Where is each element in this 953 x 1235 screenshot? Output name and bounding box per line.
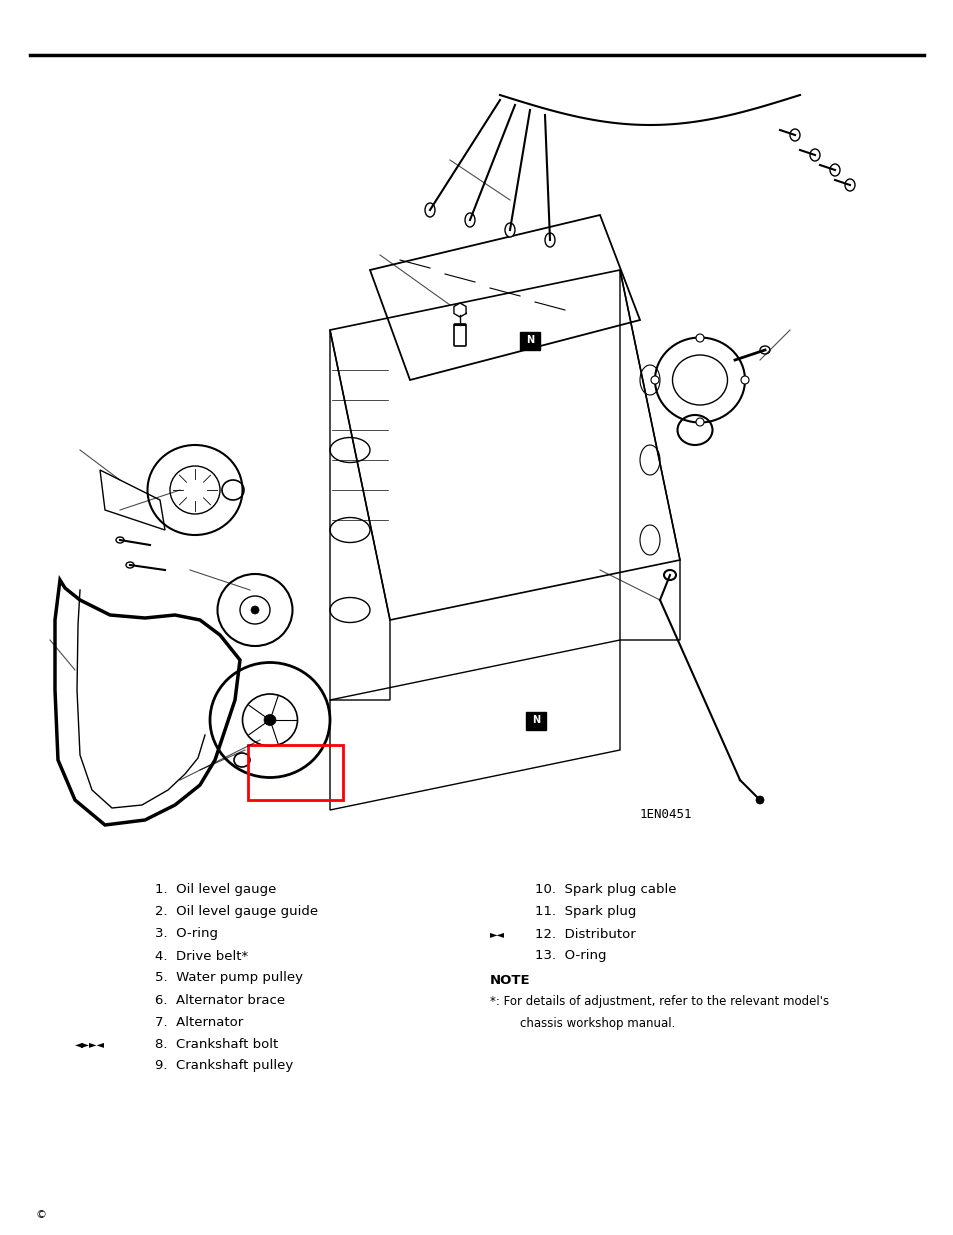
Ellipse shape [464,212,475,227]
FancyBboxPatch shape [525,713,545,730]
Ellipse shape [696,417,703,426]
Text: N: N [532,715,539,725]
Ellipse shape [809,149,820,161]
Text: 5.  Water pump pulley: 5. Water pump pulley [154,972,303,984]
Text: 1EN0451: 1EN0451 [639,809,692,821]
Ellipse shape [544,233,555,247]
Text: 7.  Alternator: 7. Alternator [154,1015,243,1029]
Ellipse shape [829,164,840,177]
Text: 9.  Crankshaft pulley: 9. Crankshaft pulley [154,1060,293,1072]
Ellipse shape [696,333,703,342]
Text: chassis workshop manual.: chassis workshop manual. [504,1018,675,1030]
Ellipse shape [650,375,659,384]
Ellipse shape [504,224,515,237]
Text: *: For details of adjustment, refer to the relevant model's: *: For details of adjustment, refer to t… [490,995,828,1009]
Text: N: N [525,335,534,345]
Ellipse shape [126,562,133,568]
FancyBboxPatch shape [519,332,539,350]
Bar [248,745,343,800]
Ellipse shape [755,797,763,804]
Text: 8.  Crankshaft bolt: 8. Crankshaft bolt [154,1037,278,1051]
Text: 1.  Oil level gauge: 1. Oil level gauge [154,883,276,897]
Ellipse shape [264,715,275,725]
Text: NOTE: NOTE [490,973,530,987]
Text: 12.  Distributor: 12. Distributor [535,927,635,941]
Text: 11.  Spark plug: 11. Spark plug [535,905,636,919]
FancyBboxPatch shape [454,324,465,346]
Ellipse shape [740,375,748,384]
Ellipse shape [251,606,258,614]
Text: 4.  Drive belt*: 4. Drive belt* [154,950,248,962]
Text: 13.  O-ring: 13. O-ring [535,950,606,962]
Text: ►◄: ►◄ [490,929,504,939]
Ellipse shape [233,753,250,767]
Text: 6.  Alternator brace: 6. Alternator brace [154,993,285,1007]
Ellipse shape [424,203,435,217]
Text: ◄►►◄: ◄►►◄ [75,1039,105,1049]
Ellipse shape [760,346,769,354]
Text: ©: © [35,1210,46,1220]
Text: 10.  Spark plug cable: 10. Spark plug cable [535,883,676,897]
Text: 2.  Oil level gauge guide: 2. Oil level gauge guide [154,905,317,919]
Ellipse shape [789,128,800,141]
Ellipse shape [844,179,854,191]
Text: 3.  O-ring: 3. O-ring [154,927,218,941]
Ellipse shape [116,537,124,543]
